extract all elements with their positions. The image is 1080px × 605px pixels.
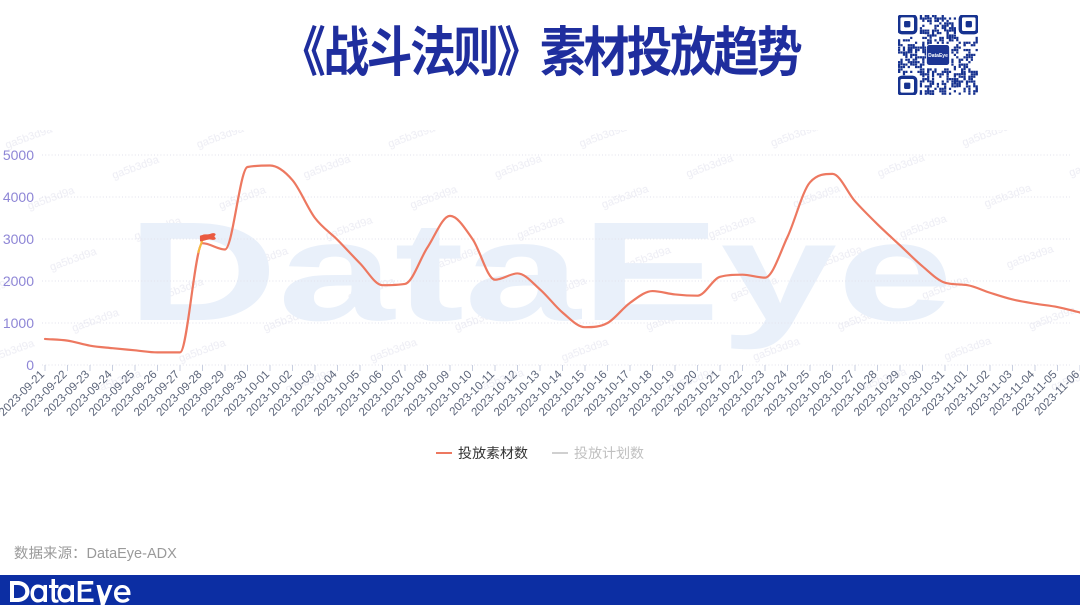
svg-text:DataEye: DataEye	[127, 192, 954, 350]
svg-text:3000: 3000	[3, 231, 34, 247]
svg-text:1000: 1000	[3, 315, 34, 331]
svg-text:0: 0	[26, 357, 34, 373]
svg-text:DataEye: DataEye	[928, 53, 948, 59]
svg-text:5000: 5000	[3, 147, 34, 163]
svg-text:2000: 2000	[3, 273, 34, 289]
svg-text:4000: 4000	[3, 189, 34, 205]
